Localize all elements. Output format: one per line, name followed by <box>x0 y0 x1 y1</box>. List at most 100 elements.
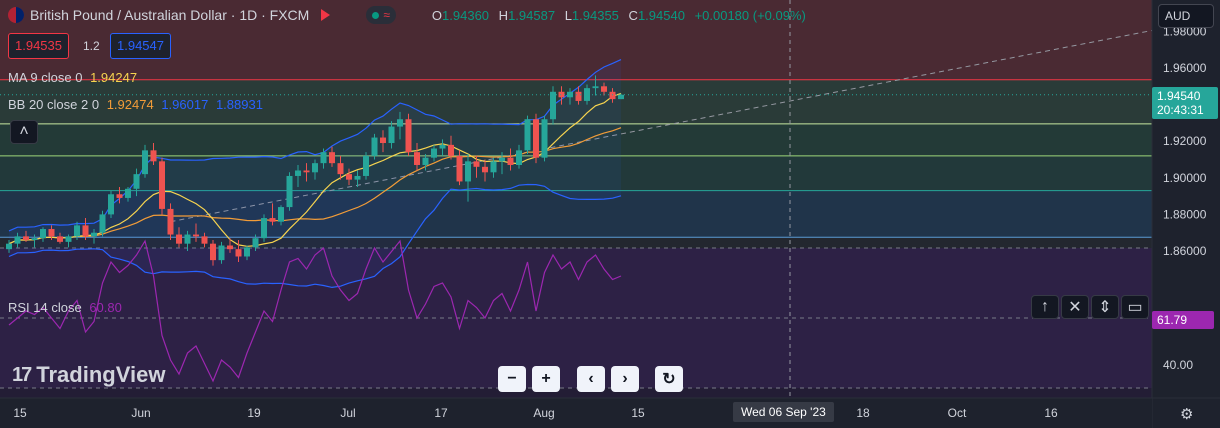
time-tick-label: Oct <box>948 406 967 420</box>
candle-body <box>346 174 352 180</box>
price-zone <box>0 155 1152 191</box>
pane-maximize-button[interactable]: ▭ <box>1121 295 1149 319</box>
candle-body <box>422 157 429 165</box>
candle-body <box>439 144 446 149</box>
rsi-axis-label: 61.79 <box>1152 311 1214 329</box>
candle-body <box>584 88 590 101</box>
pane-collapse-button[interactable]: ⇕ <box>1091 295 1119 319</box>
candle-body <box>575 91 582 101</box>
rsi-axis-tick: 40.00 <box>1163 358 1194 372</box>
buy-price-button[interactable]: 1.94547 <box>110 33 171 59</box>
scroll-right-button[interactable]: › <box>611 366 639 392</box>
candle-body <box>57 236 63 242</box>
high-label: H <box>498 7 509 23</box>
pane-close-button[interactable]: ✕ <box>1061 295 1089 319</box>
spread-value: 1.2 <box>83 39 100 53</box>
candle-body <box>533 119 539 158</box>
candle-body <box>142 150 148 175</box>
candle-body <box>550 91 556 120</box>
candle-body <box>490 161 497 173</box>
candle-body <box>388 126 395 144</box>
chart-header: British Pound / Australian Dollar · 1D ·… <box>8 6 812 24</box>
tradingview-logo: 17 TradingView <box>12 362 165 388</box>
price-zone <box>0 79 1152 124</box>
candle-body <box>193 234 199 237</box>
close-label: C <box>628 7 638 23</box>
candle-body <box>48 229 55 237</box>
candle-body <box>431 148 437 158</box>
candle-body <box>524 119 531 151</box>
time-axis-bg <box>0 398 1152 428</box>
price-tick-label: 1.86000 <box>1163 244 1207 258</box>
candle-body <box>482 166 488 173</box>
time-tick-label: 15 <box>631 406 645 420</box>
candle-body <box>354 175 361 180</box>
close-icon: ✕ <box>1068 299 1082 316</box>
sell-price-button[interactable]: 1.94535 <box>8 33 69 59</box>
symbol-title[interactable]: British Pound / Australian Dollar · 1D ·… <box>30 7 310 23</box>
candle-body <box>567 91 573 98</box>
scroll-left-button[interactable]: ‹ <box>577 366 605 392</box>
candle-body <box>397 119 403 127</box>
rsi-line <box>8 239 622 383</box>
candle-body <box>286 175 293 208</box>
candle-body <box>6 243 12 250</box>
price-tick-label: 1.92000 <box>1163 134 1207 148</box>
ma-legend[interactable]: MA 9 close 0 1.94247 <box>8 70 137 85</box>
candle-body <box>159 161 165 209</box>
time-tick-label: 15 <box>13 406 27 420</box>
chevron-up-icon: ˄ <box>19 123 29 140</box>
candle-body <box>210 243 216 261</box>
price-axis-bg <box>1152 0 1220 428</box>
collapse-legend-button[interactable]: ˄ <box>10 120 38 144</box>
candle-body <box>278 207 284 222</box>
candle-body <box>167 208 174 235</box>
candle-body <box>380 137 386 144</box>
trend-line-segment <box>170 29 1153 223</box>
zoom-in-button[interactable]: + <box>532 366 560 392</box>
candle-body <box>125 188 131 198</box>
market-open-dot-icon <box>372 11 380 19</box>
market-status-pill[interactable]: ≈ <box>366 6 396 24</box>
currency-selector[interactable]: AUD <box>1158 4 1214 28</box>
price-zone <box>0 123 1152 156</box>
candle-body <box>499 157 505 162</box>
last-price-value: 1.94540 <box>1157 89 1201 103</box>
candle-body <box>133 174 140 189</box>
candle-body <box>448 144 454 156</box>
candle-body <box>82 225 89 237</box>
bar-countdown: 20:43:31 <box>1157 103 1204 117</box>
bb-legend-label: BB 20 close 2 0 <box>8 97 100 112</box>
low-value: 1.94355 <box>571 7 619 23</box>
candle-body <box>473 161 480 167</box>
bb-lower-value: 1.88931 <box>215 97 263 112</box>
open-value: 1.94360 <box>442 7 490 23</box>
ohlc-values: O1.94360 H1.94587 L1.94355 C1.94540 +0.0… <box>432 8 812 23</box>
time-tick-label: 16 <box>1044 406 1058 420</box>
rsi-polyline <box>8 239 622 383</box>
candle-body <box>405 119 412 153</box>
pane-move-up-button[interactable]: ↑ <box>1031 295 1059 319</box>
time-tick-label: 17 <box>434 406 448 420</box>
candle-body <box>363 155 369 176</box>
candle-body <box>235 249 242 257</box>
candle-body <box>312 163 318 173</box>
zoom-out-button[interactable]: − <box>498 366 526 392</box>
low-label: L <box>564 7 572 23</box>
rsi-legend[interactable]: RSI 14 close 60.80 <box>8 300 122 315</box>
reset-chart-button[interactable]: ↻ <box>655 366 683 392</box>
candle-body <box>227 245 233 250</box>
candle-body <box>150 150 157 162</box>
bb-legend[interactable]: BB 20 close 2 0 1.92474 1.96017 1.88931 <box>8 97 263 112</box>
price-tick-label: 1.88000 <box>1163 207 1207 221</box>
settings-gear-icon[interactable]: ⚙ <box>1180 406 1194 423</box>
time-tick-label: Jul <box>340 406 355 420</box>
candle-body <box>176 234 182 244</box>
plus-icon: + <box>541 370 551 387</box>
time-axis-ticks: 15 Jun 19 Jul 17 Aug 15 18 Oct 16 <box>13 406 1058 420</box>
candle-body <box>456 155 463 182</box>
time-tick-label: 18 <box>856 406 870 420</box>
candle-body <box>592 86 599 89</box>
last-price-label: 1.94540 20:43:31 <box>1152 87 1218 119</box>
